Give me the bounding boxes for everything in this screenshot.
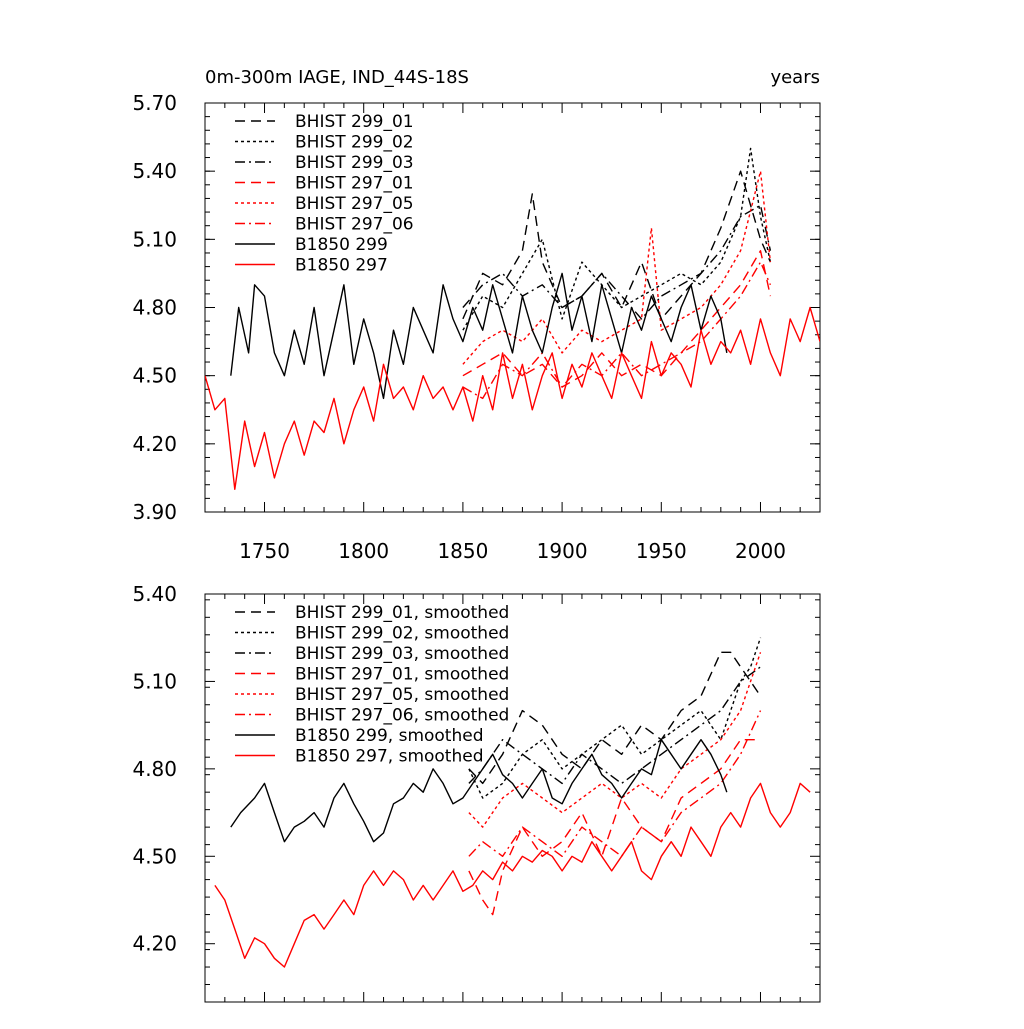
y-tick-label: 4.80 [132,757,177,781]
legend-label: B1850 299, smoothed [295,726,484,746]
x-tick-label: 1850 [437,539,488,563]
series-line-3 [462,204,772,320]
y-tick-label: 4.50 [132,844,177,868]
plot-frame [204,593,821,1003]
legend-label: BHIST 299_01, smoothed [295,603,509,623]
y-tick-label: 4.80 [132,296,177,320]
legend-label: BHIST 297_06 [295,215,414,235]
series-line-8 [205,306,820,490]
series-line-8 [214,782,811,968]
series-line-6 [468,710,762,857]
series-line-5 [468,652,762,828]
legend-label: BHIST 299_01 [295,112,414,132]
x-tick-label: 1800 [338,539,389,563]
legend-label: BHIST 297_06, smoothed [295,706,509,726]
y-tick-label: 5.40 [132,582,177,606]
series-line-2 [462,147,772,331]
legend-label: BHIST 299_03, smoothed [295,644,509,664]
x-tick-label: 1950 [636,539,687,563]
legend-label: BHIST 297_05 [295,194,414,214]
legend-label: B1850 297 [295,256,388,276]
series-line-1 [468,651,762,785]
series-line-2 [468,637,762,799]
y-tick-label: 4.20 [132,932,177,956]
chart-title: 0m-300m IAGE, IND_44S-18S [205,67,469,88]
legend-label: BHIST 297_01, smoothed [295,665,509,685]
y-tick-label: 5.70 [132,91,177,115]
series-line-4 [462,249,772,388]
x-tick-label: 1750 [239,539,290,563]
legend-label: BHIST 297_01 [295,174,414,194]
series-line-7 [230,272,728,400]
legend-label: BHIST 299_03 [295,153,414,173]
series-line-7 [230,739,728,843]
legend-label: B1850 297, smoothed [295,747,484,767]
series-line-5 [462,170,772,365]
legend-label: BHIST 299_02, smoothed [295,624,509,644]
units-label: years [770,67,820,88]
y-tick-label: 4.20 [132,432,177,456]
series-line-1 [462,170,772,320]
legend-label: BHIST 297_05, smoothed [295,685,509,705]
x-tick-label: 1900 [537,539,588,563]
y-tick-label: 4.50 [132,364,177,388]
legend-label: B1850 299 [295,235,388,255]
series-line-3 [468,666,761,785]
x-tick-label: 2000 [735,539,786,563]
y-tick-label: 5.10 [132,227,177,251]
series-line-4 [468,739,761,916]
y-tick-label: 5.40 [132,159,177,183]
y-tick-label: 3.90 [132,500,177,524]
y-tick-label: 5.10 [132,669,177,693]
legend-label: BHIST 299_02 [295,133,414,153]
